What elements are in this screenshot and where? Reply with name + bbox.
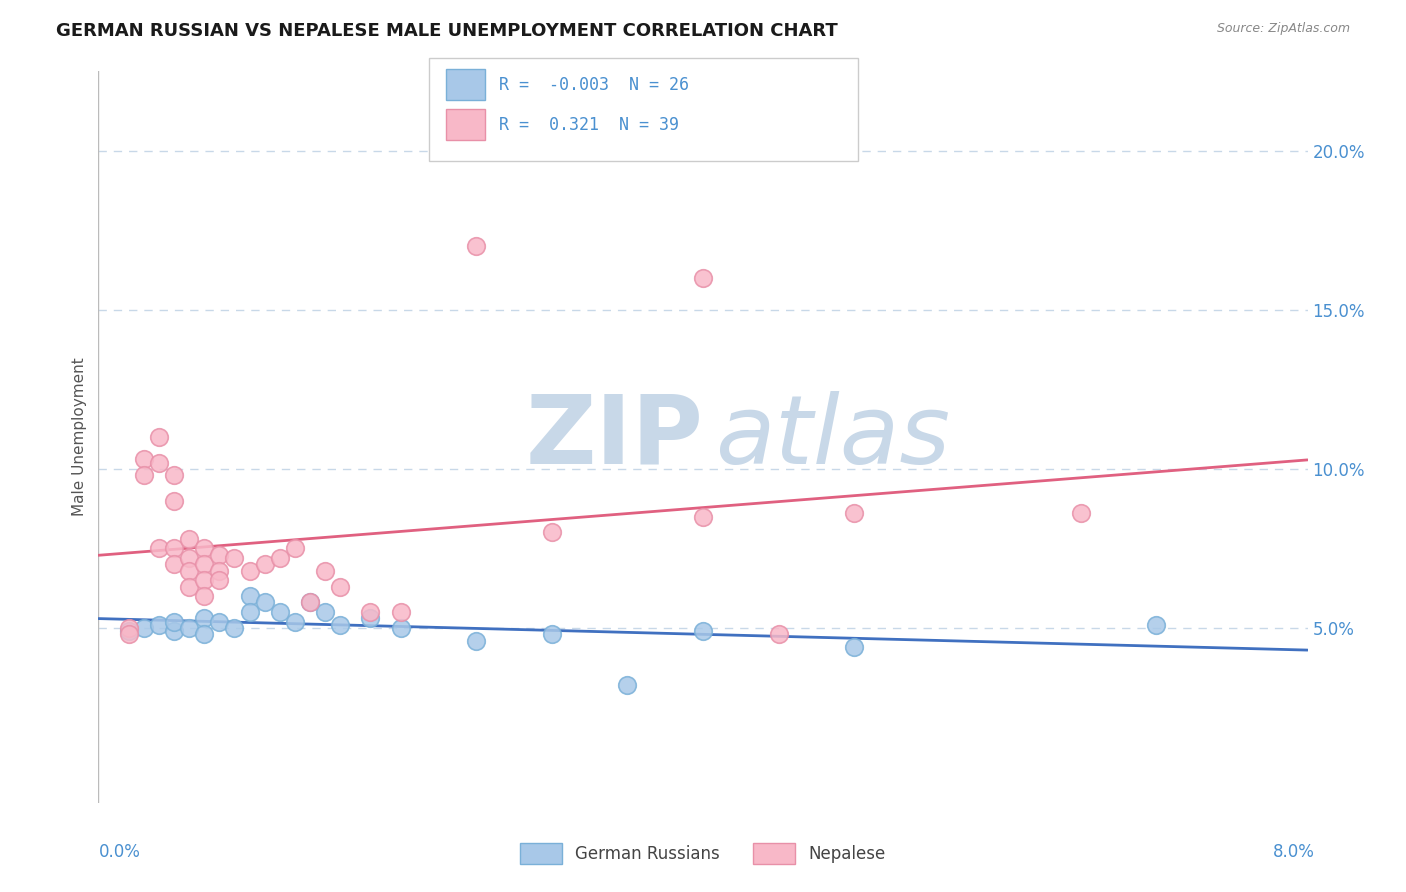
Point	[224, 621, 246, 635]
Point	[163, 468, 186, 483]
Point	[692, 509, 714, 524]
Point	[148, 430, 170, 444]
Point	[179, 550, 201, 565]
Point	[148, 617, 170, 632]
Point	[148, 456, 170, 470]
Point	[239, 605, 262, 619]
Point	[118, 627, 141, 641]
Point	[844, 507, 866, 521]
Point	[163, 558, 186, 572]
Point	[193, 589, 215, 603]
Point	[329, 580, 352, 594]
Point	[692, 271, 714, 285]
Point	[193, 541, 215, 556]
Point	[208, 548, 231, 562]
Point	[360, 611, 382, 625]
Point	[239, 564, 262, 578]
Point	[179, 621, 201, 635]
Text: GERMAN RUSSIAN VS NEPALESE MALE UNEMPLOYMENT CORRELATION CHART: GERMAN RUSSIAN VS NEPALESE MALE UNEMPLOY…	[56, 22, 838, 40]
Y-axis label: Male Unemployment: Male Unemployment	[72, 358, 87, 516]
Legend: German Russians, Nepalese: German Russians, Nepalese	[513, 837, 893, 871]
Point	[360, 605, 382, 619]
Point	[179, 564, 201, 578]
Point	[540, 525, 562, 540]
Point	[179, 532, 201, 546]
Point	[844, 640, 866, 654]
Text: R =  -0.003  N = 26: R = -0.003 N = 26	[499, 76, 689, 94]
Point	[118, 624, 141, 638]
Point	[253, 558, 276, 572]
Point	[768, 627, 790, 641]
Point	[299, 595, 322, 609]
Text: 8.0%: 8.0%	[1272, 843, 1315, 861]
Point	[1146, 617, 1168, 632]
Point	[1070, 507, 1092, 521]
Point	[179, 580, 201, 594]
Point	[239, 589, 262, 603]
Text: atlas: atlas	[716, 391, 950, 483]
Point	[314, 605, 336, 619]
Point	[329, 617, 352, 632]
Point	[163, 615, 186, 629]
Point	[253, 595, 276, 609]
Point	[465, 633, 488, 648]
Point	[208, 564, 231, 578]
Text: ZIP: ZIP	[524, 391, 703, 483]
Text: 0.0%: 0.0%	[98, 843, 141, 861]
Text: Source: ZipAtlas.com: Source: ZipAtlas.com	[1216, 22, 1350, 36]
Point	[163, 541, 186, 556]
Point	[208, 573, 231, 587]
Point	[118, 621, 141, 635]
Point	[540, 627, 562, 641]
Point	[132, 621, 155, 635]
Point	[224, 550, 246, 565]
Point	[163, 624, 186, 638]
Point	[193, 573, 215, 587]
Point	[284, 541, 307, 556]
Point	[193, 611, 215, 625]
Point	[389, 621, 412, 635]
Point	[269, 550, 291, 565]
Point	[193, 558, 215, 572]
Point	[132, 452, 155, 467]
Point	[132, 468, 155, 483]
Point	[148, 541, 170, 556]
Point	[269, 605, 291, 619]
Text: R =  0.321  N = 39: R = 0.321 N = 39	[499, 116, 679, 134]
Point	[692, 624, 714, 638]
Point	[616, 678, 638, 692]
Point	[163, 493, 186, 508]
Point	[299, 595, 322, 609]
Point	[284, 615, 307, 629]
Point	[314, 564, 336, 578]
Point	[465, 239, 488, 253]
Point	[208, 615, 231, 629]
Point	[193, 627, 215, 641]
Point	[389, 605, 412, 619]
